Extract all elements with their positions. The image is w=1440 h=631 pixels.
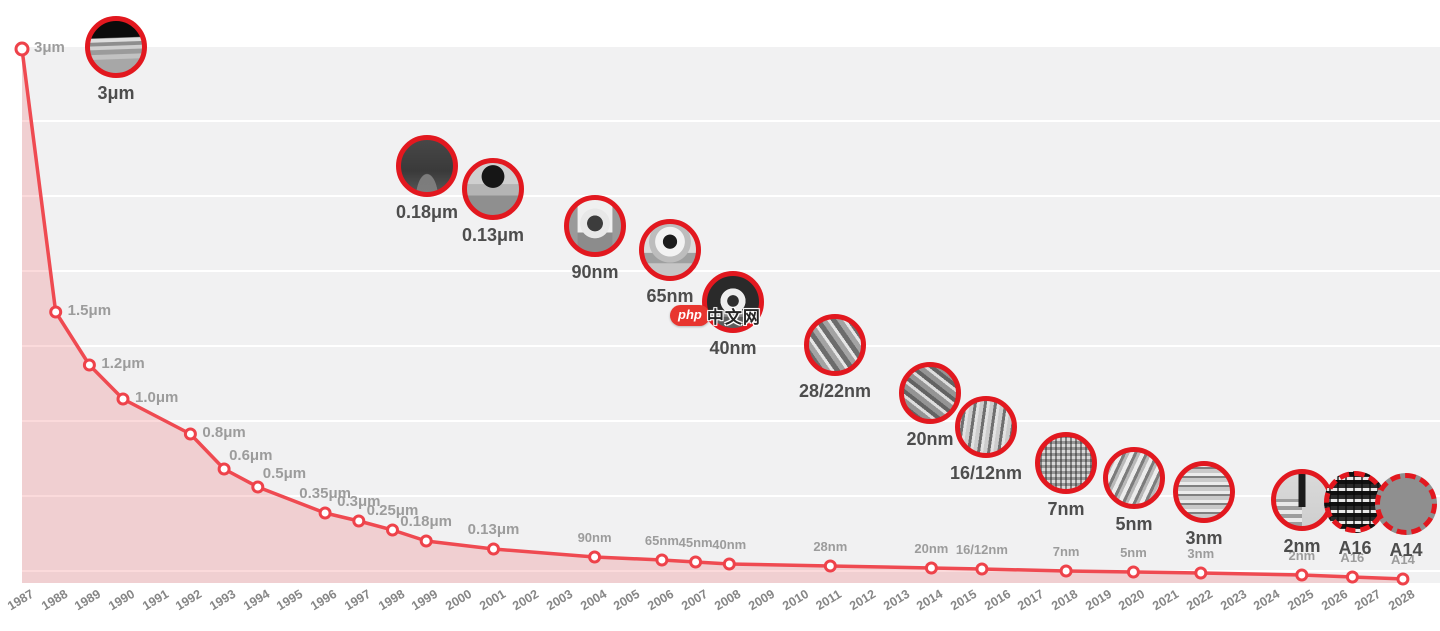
- x-tick-1997: 1997: [341, 586, 373, 614]
- x-tick-2020: 2020: [1116, 586, 1148, 614]
- x-tick-2027: 2027: [1352, 586, 1384, 614]
- php-logo-badge: php: [670, 305, 710, 326]
- x-tick-2024: 2024: [1251, 586, 1283, 614]
- x-tick-2010: 2010: [779, 586, 811, 614]
- x-tick-2019: 2019: [1082, 586, 1114, 614]
- x-tick-2008: 2008: [712, 586, 744, 614]
- x-tick-2014: 2014: [914, 586, 946, 614]
- x-tick-1999: 1999: [409, 586, 441, 614]
- x-tick-2028: 2028: [1385, 586, 1418, 614]
- x-tick-2022: 2022: [1183, 586, 1215, 614]
- x-tick-1993: 1993: [207, 586, 239, 614]
- x-tick-1989: 1989: [72, 586, 104, 614]
- x-tick-2002: 2002: [510, 586, 542, 614]
- x-tick-2001: 2001: [476, 586, 508, 614]
- x-tick-2023: 2023: [1217, 586, 1249, 614]
- x-tick-2012: 2012: [847, 586, 879, 614]
- x-tick-2013: 2013: [880, 586, 912, 614]
- x-tick-2005: 2005: [611, 586, 643, 614]
- x-tick-2006: 2006: [644, 586, 677, 614]
- x-tick-2011: 2011: [813, 587, 845, 613]
- x-tick-1988: 1988: [38, 586, 70, 614]
- x-tick-1995: 1995: [274, 586, 306, 614]
- watermark-text: 中文网: [706, 308, 761, 327]
- x-tick-2003: 2003: [543, 586, 576, 614]
- x-tick-1994: 1994: [240, 586, 272, 614]
- x-tick-2009: 2009: [746, 586, 778, 614]
- x-tick-2025: 2025: [1284, 586, 1316, 614]
- x-tick-2026: 2026: [1318, 586, 1350, 614]
- x-tick-2016: 2016: [981, 586, 1013, 614]
- x-tick-2017: 2017: [1015, 586, 1047, 614]
- x-tick-2004: 2004: [577, 586, 609, 614]
- x-tick-2007: 2007: [678, 586, 710, 614]
- x-tick-2021: 2021: [1150, 586, 1182, 614]
- watermark-php-cn: php 中文网: [670, 303, 761, 328]
- x-tick-2000: 2000: [442, 586, 474, 614]
- x-tick-1991: 1991: [139, 586, 171, 614]
- x-tick-1998: 1998: [375, 586, 407, 614]
- x-tick-2015: 2015: [948, 586, 980, 614]
- x-tick-1992: 1992: [173, 586, 205, 614]
- x-tick-1990: 1990: [106, 586, 138, 614]
- x-tick-1996: 1996: [308, 586, 340, 614]
- x-tick-1987: 1987: [5, 586, 37, 614]
- x-tick-2018: 2018: [1049, 586, 1081, 614]
